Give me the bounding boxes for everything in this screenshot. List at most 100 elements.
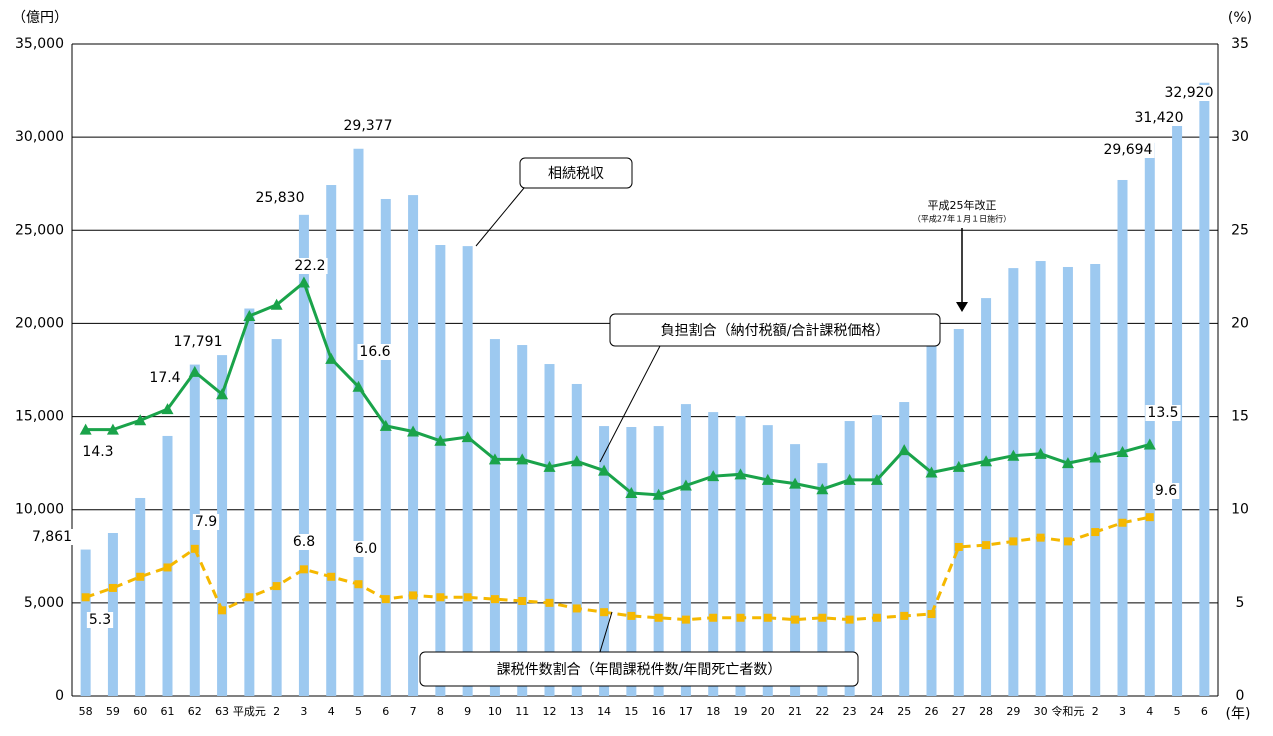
x-tick-label: 14 xyxy=(597,705,611,718)
marker xyxy=(1034,447,1047,459)
marker xyxy=(216,388,229,400)
x-tick-label: 4 xyxy=(328,705,335,718)
data-label: 7.9 xyxy=(195,514,217,530)
leader-line xyxy=(475,187,525,247)
bar xyxy=(1172,110,1183,696)
x-tick-label: 3 xyxy=(300,705,307,718)
callout: 課税件数割合（年間課税件数/年間死亡者数） xyxy=(497,661,782,678)
bar xyxy=(298,214,309,696)
x-tick-label: 22 xyxy=(815,705,829,718)
marker xyxy=(516,453,529,465)
y2-tick-label: 0 xyxy=(1236,688,1245,704)
marker xyxy=(407,425,420,437)
marker xyxy=(106,423,119,435)
marker xyxy=(598,464,611,476)
y-tick-label: 35,000 xyxy=(15,36,64,52)
marker xyxy=(327,572,336,581)
marker xyxy=(681,615,690,624)
marker xyxy=(625,486,638,498)
marker xyxy=(761,473,774,485)
marker xyxy=(545,598,554,607)
y2-tick-label: 30 xyxy=(1231,129,1249,145)
marker xyxy=(870,473,883,485)
y-tick-label: 15,000 xyxy=(15,409,64,425)
marker xyxy=(927,610,936,619)
bar xyxy=(762,425,773,696)
marker xyxy=(543,460,556,472)
marker xyxy=(1089,451,1102,463)
marker xyxy=(518,596,527,605)
bar xyxy=(817,463,828,696)
annotation: 平成25年改正 xyxy=(928,198,997,212)
data-label: 14.3 xyxy=(82,444,113,460)
bar xyxy=(708,412,719,696)
marker xyxy=(379,419,392,431)
label-bg xyxy=(1145,405,1181,421)
x-tick-label: 9 xyxy=(464,705,471,718)
bar xyxy=(326,185,337,696)
y-tick-label: 25,000 xyxy=(15,222,64,238)
marker xyxy=(243,309,256,321)
bar xyxy=(1090,264,1101,696)
data-label: 22.2 xyxy=(294,258,325,274)
marker xyxy=(81,593,90,602)
marker xyxy=(490,595,499,604)
bar xyxy=(653,426,664,696)
x-tick-label: 19 xyxy=(734,705,748,718)
x-tick-label: 28 xyxy=(979,705,993,718)
bar xyxy=(599,426,610,696)
marker xyxy=(925,466,938,478)
x-tick-label: 20 xyxy=(761,705,775,718)
label-bg xyxy=(341,118,395,134)
x-tick-label: 62 xyxy=(188,705,202,718)
label-bg xyxy=(29,529,75,545)
x-tick-label: 2 xyxy=(1092,705,1099,718)
label-bg xyxy=(80,444,116,460)
x-tick-label: 18 xyxy=(706,705,720,718)
marker xyxy=(488,453,501,465)
x-tick-label: 27 xyxy=(952,705,966,718)
y-tick-label: 5,000 xyxy=(24,595,64,611)
marker xyxy=(434,434,447,446)
marker xyxy=(954,542,963,551)
marker xyxy=(270,298,283,310)
bar xyxy=(462,246,473,696)
data-label: 16.6 xyxy=(359,344,390,360)
marker xyxy=(79,423,92,435)
y2-tick-label: 5 xyxy=(1236,595,1245,611)
marker xyxy=(1009,537,1018,546)
marker xyxy=(1118,518,1127,527)
marker xyxy=(900,611,909,620)
label-bg xyxy=(1101,142,1155,158)
bar xyxy=(517,345,528,696)
marker xyxy=(1143,438,1156,450)
bar xyxy=(1199,82,1210,696)
label-bg xyxy=(292,258,328,274)
marker xyxy=(354,580,363,589)
bar xyxy=(571,383,582,696)
leader-line xyxy=(599,345,661,463)
bar xyxy=(489,339,500,696)
arrow-head xyxy=(956,302,968,312)
callout: 負担割合（納付税額/合計課税価格） xyxy=(661,322,890,339)
y2-tick-label: 20 xyxy=(1231,315,1249,331)
marker xyxy=(736,613,745,622)
marker xyxy=(570,455,583,467)
y2-tick-label: 10 xyxy=(1231,502,1249,518)
marker xyxy=(818,613,827,622)
marker xyxy=(952,460,965,472)
bar xyxy=(871,415,882,696)
marker xyxy=(1116,445,1129,457)
bar xyxy=(544,364,555,696)
data-label: 5.3 xyxy=(89,612,111,628)
marker xyxy=(218,606,227,615)
label-bg xyxy=(1132,110,1186,126)
label-bg xyxy=(357,344,393,360)
bar xyxy=(189,364,200,696)
bar xyxy=(1062,266,1073,696)
marker xyxy=(763,613,772,622)
y-tick-label: 10,000 xyxy=(15,502,64,518)
marker xyxy=(297,276,310,288)
data-label: 17,791 xyxy=(174,334,223,350)
bar xyxy=(135,497,146,696)
